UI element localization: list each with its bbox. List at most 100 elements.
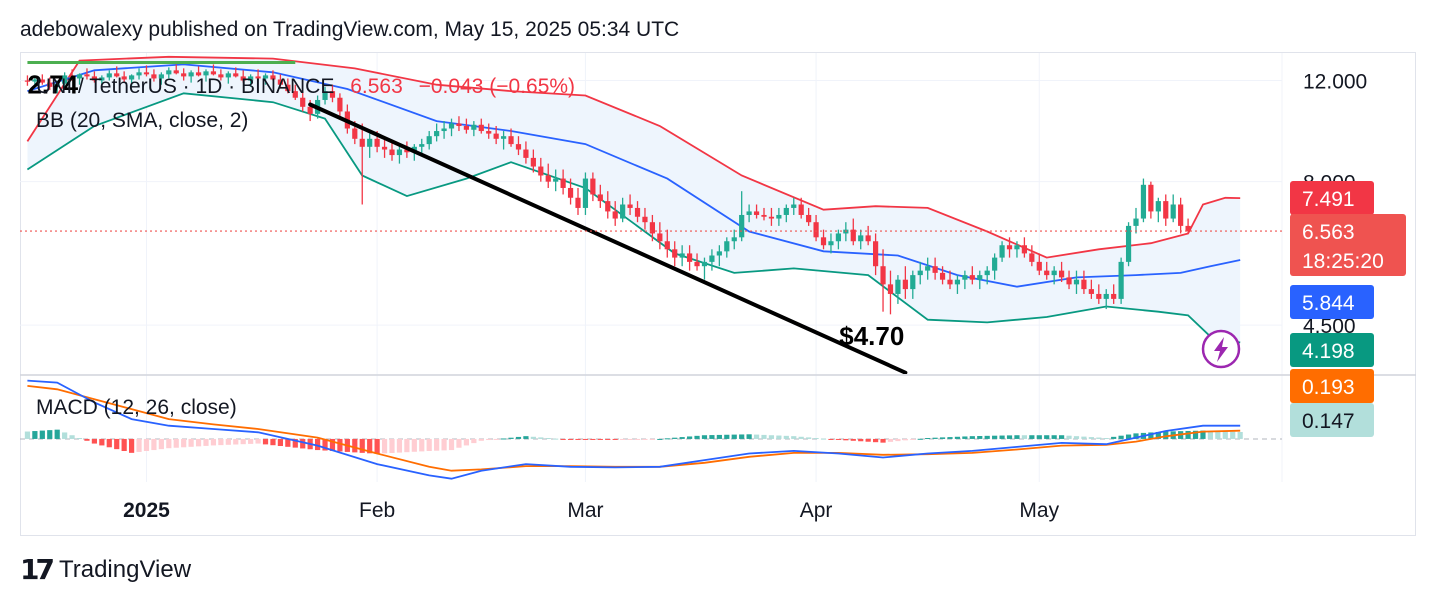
candle — [575, 187, 581, 215]
candle — [1103, 289, 1109, 310]
macd-histogram-bar — [724, 434, 730, 439]
macd-histogram-bar — [136, 438, 142, 452]
candle — [627, 194, 633, 215]
macd-histogram-bar — [545, 438, 551, 440]
candle-body — [627, 204, 633, 208]
candle — [448, 118, 455, 137]
macd-histogram-bar — [835, 438, 841, 440]
macd-histogram-bar — [709, 435, 715, 439]
candle — [925, 257, 931, 280]
upper-tag-value: 7.491 — [1302, 188, 1355, 211]
candle — [724, 237, 730, 258]
candle — [523, 141, 529, 164]
candle — [761, 207, 767, 221]
candle-body — [248, 76, 254, 81]
candle — [902, 266, 908, 299]
macd-histogram-bar — [798, 436, 804, 439]
symbol-name: UNI / TetherUS · 1D · BINANCE — [36, 75, 334, 98]
chart-frame — [20, 52, 1416, 536]
macd-histogram-bar — [389, 438, 395, 453]
macd-histogram-bar — [999, 435, 1005, 439]
candle-body — [352, 128, 358, 139]
candle — [389, 141, 395, 161]
macd-histogram-bar — [664, 438, 670, 440]
macd-histogram-bar — [910, 438, 916, 440]
macd-histogram-bar — [649, 438, 655, 440]
candle — [679, 245, 685, 267]
macd-histogram-bar — [1200, 430, 1206, 439]
candle-body — [471, 124, 477, 130]
candle-body — [694, 261, 700, 267]
candle — [791, 197, 797, 215]
macd-histogram-bar — [575, 438, 581, 440]
candle — [820, 229, 827, 250]
candle — [880, 249, 886, 312]
macd-histogram-bar — [1036, 435, 1042, 439]
candle — [1185, 218, 1191, 234]
macd-histogram-bar — [806, 437, 812, 439]
macd-histogram-bar — [84, 438, 90, 441]
bb-legend[interactable]: BB (20, SMA, close, 2) — [36, 109, 248, 132]
macd-histogram-bar — [1133, 433, 1139, 439]
candle-body — [419, 144, 425, 147]
candle-body — [813, 222, 819, 238]
candle — [54, 80, 60, 94]
macd-histogram-bar — [300, 438, 306, 449]
symbol-legend[interactable]: UNI / TetherUS · 1D · BINANCE 6.563 −0.0… — [36, 75, 575, 98]
candle — [181, 68, 187, 81]
candle-body — [1044, 270, 1050, 276]
candle-body — [977, 275, 983, 280]
macd-histogram-bar — [285, 438, 291, 447]
candle — [248, 74, 254, 87]
candle — [560, 169, 566, 195]
candle-body — [947, 279, 953, 285]
candle-body — [1096, 293, 1102, 299]
candle — [776, 207, 782, 226]
macd-histogram-bar — [448, 438, 455, 451]
macd-histogram-bar — [783, 435, 789, 439]
macd-histogram-bar — [716, 434, 722, 439]
candle — [850, 218, 856, 246]
macd-histogram-bar — [791, 436, 797, 439]
macd-histogram-bar — [62, 432, 68, 439]
flash-icon[interactable] — [1201, 329, 1241, 369]
candle-body — [865, 235, 871, 242]
time-axis[interactable]: 2025 Feb Mar Apr May — [123, 499, 1059, 522]
candle-body — [634, 207, 641, 217]
candle — [233, 67, 239, 78]
candle-body — [664, 241, 670, 250]
candle-body — [32, 79, 38, 82]
candle — [932, 257, 938, 280]
candle — [1036, 253, 1042, 276]
macd-histogram-bar — [776, 435, 782, 439]
candle-body — [910, 275, 916, 290]
tradingview-logo-icon[interactable]: 17 — [20, 553, 55, 586]
candle — [694, 253, 700, 271]
candle-body — [114, 73, 120, 77]
candle — [1073, 270, 1080, 294]
candle — [1148, 181, 1154, 219]
macd-histogram-bar — [143, 438, 150, 451]
time-axis-tick-label: Mar — [567, 499, 603, 522]
macd-histogram-bar — [352, 438, 358, 453]
candle — [538, 157, 544, 182]
macd-histogram-bar — [1051, 435, 1057, 439]
candle — [605, 191, 611, 219]
descending-trendline — [308, 102, 908, 374]
candle — [962, 270, 968, 290]
macd-histogram-bar — [322, 438, 328, 451]
macd-legend[interactable]: MACD (12, 26, close) — [36, 396, 237, 419]
candle — [969, 266, 975, 285]
macd-histogram-bar — [925, 438, 931, 440]
macd-histogram-bar — [203, 438, 209, 446]
candle-body — [642, 216, 648, 223]
macd-histogram-bar — [850, 438, 856, 441]
candle-body — [501, 136, 507, 139]
macd-histogram-bar — [590, 438, 596, 440]
macd-histogram-bar — [553, 438, 559, 440]
candle — [39, 74, 45, 85]
macd-histogram-bar — [873, 438, 879, 443]
candle-body — [515, 144, 522, 150]
candle — [634, 201, 641, 223]
